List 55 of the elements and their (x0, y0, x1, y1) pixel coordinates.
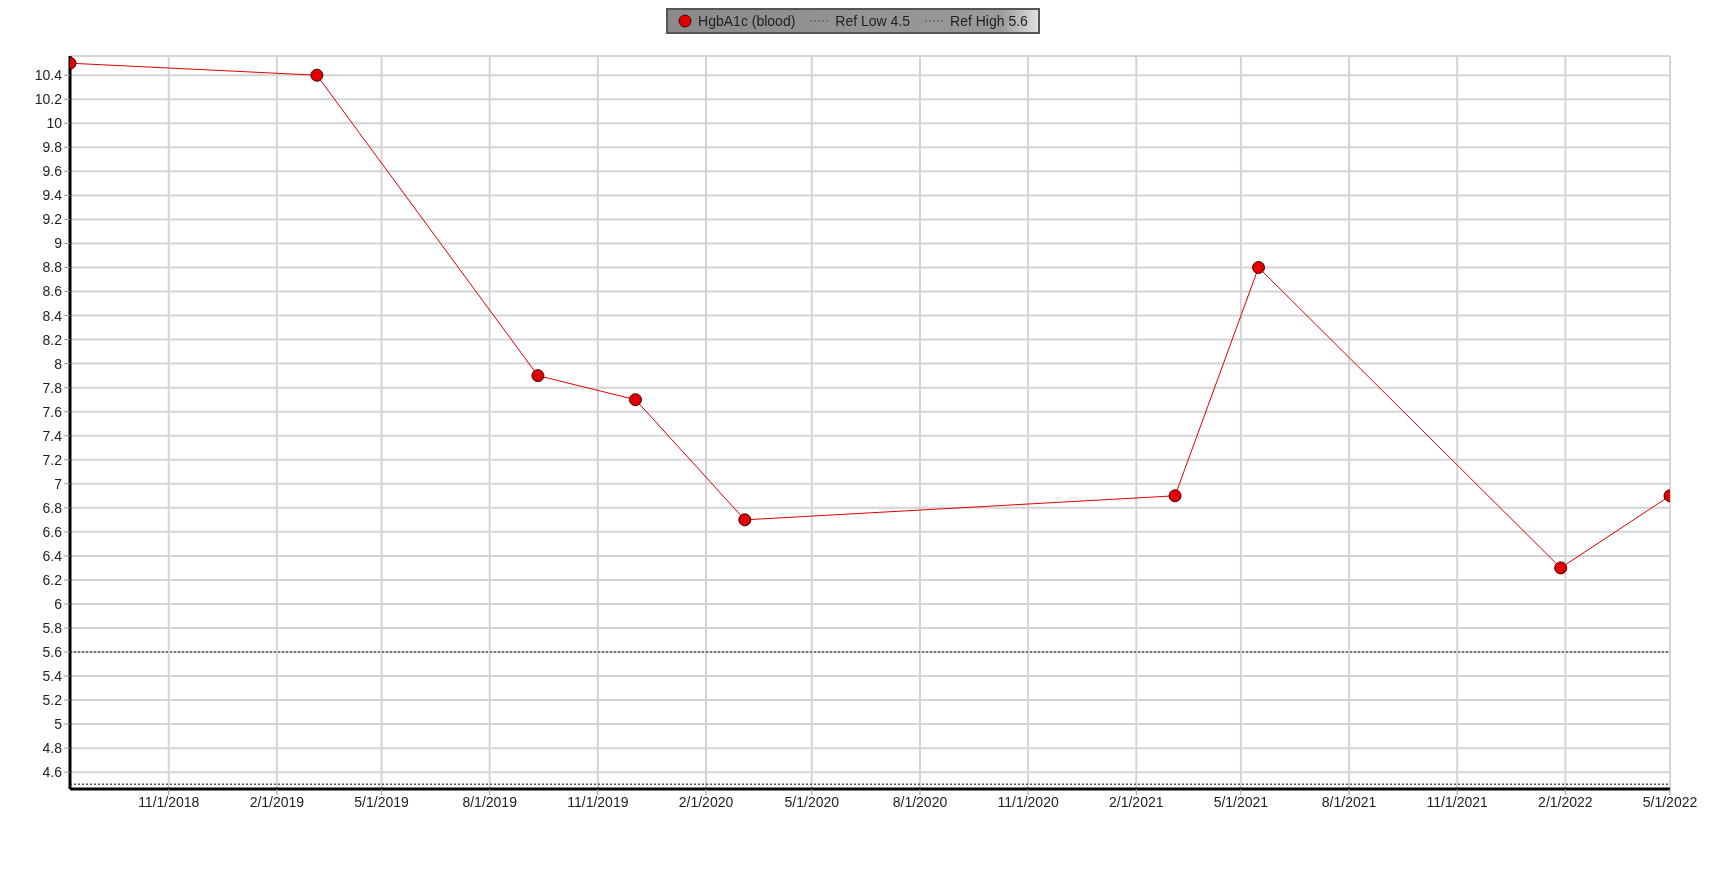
x-tick-label: 5/1/2020 (784, 793, 840, 810)
point (1554, 561, 1568, 575)
y-tick-label: 9.4 (42, 187, 63, 204)
y-tick-label: 7 (54, 475, 63, 492)
y-tick-label: 5.8 (42, 619, 63, 636)
y-tick-label: 6 (54, 595, 63, 612)
y-tick-label: 9 (54, 235, 63, 252)
y-tick-label: 10.2 (34, 91, 63, 108)
y-tick-label: 6.4 (42, 547, 63, 564)
legend-label: Ref High 5.6 (949, 13, 1028, 29)
y-tick-label: 10 (46, 115, 63, 132)
x-tick-label: 8/1/2020 (892, 793, 948, 810)
legend-label: Ref Low 4.5 (834, 13, 911, 29)
x-tick-label: 2/1/2021 (1109, 793, 1164, 810)
point (628, 393, 642, 407)
y-tick-label: 9.8 (42, 139, 63, 156)
x-tick-label: 11/1/2021 (1426, 793, 1489, 810)
x-tick-label: 5/1/2022 (1642, 793, 1698, 810)
y-tick-label: 8.8 (42, 259, 63, 276)
x-tick-label: 8/1/2019 (462, 793, 518, 810)
y-tick-label: 7.6 (42, 403, 63, 420)
y-tick-label: 5.6 (42, 643, 63, 660)
y-tick-label: 7.8 (42, 379, 63, 396)
y-tick-label: 5 (54, 716, 63, 733)
x-tick-label: 11/1/2018 (138, 793, 200, 810)
x-tick-label: 2/1/2020 (678, 793, 734, 810)
y-tick-label: 6.2 (42, 571, 63, 588)
y-tick-label: 8 (54, 355, 63, 372)
y-tick-label: 5.2 (42, 692, 63, 709)
y-tick-label: 10.4 (34, 67, 63, 84)
y-tick-label: 9.2 (42, 211, 63, 228)
x-tick-label: 8/1/2021 (1321, 793, 1377, 810)
y-tick-label: 8.2 (42, 331, 63, 348)
legend-label: HgbA1c (blood) (697, 13, 796, 29)
point (1168, 489, 1182, 503)
y-tick-label: 9.6 (42, 163, 63, 180)
y-tick-label: 8.6 (42, 283, 63, 300)
x-tick-label: 11/1/2020 (997, 793, 1059, 810)
point (310, 68, 324, 82)
y-tick-label: 5.4 (42, 668, 63, 685)
x-tick-label: 2/1/2022 (1538, 793, 1593, 810)
x-tick-label: 11/1/2019 (567, 793, 629, 810)
y-tick-label: 7.4 (42, 427, 63, 444)
y-tick-label: 4.8 (42, 740, 63, 757)
point (738, 513, 752, 527)
point (531, 369, 545, 383)
x-tick-label: 5/1/2021 (1213, 793, 1269, 810)
y-tick-label: 7.2 (42, 451, 63, 468)
point (1252, 260, 1266, 274)
y-tick-label: 6.6 (42, 523, 63, 540)
y-tick-label: 4.6 (42, 764, 63, 781)
y-tick-label: 8.4 (42, 307, 63, 324)
y-tick-label: 6.8 (42, 499, 63, 516)
x-tick-label: 5/1/2019 (354, 793, 409, 810)
x-tick-label: 2/1/2019 (249, 793, 305, 810)
